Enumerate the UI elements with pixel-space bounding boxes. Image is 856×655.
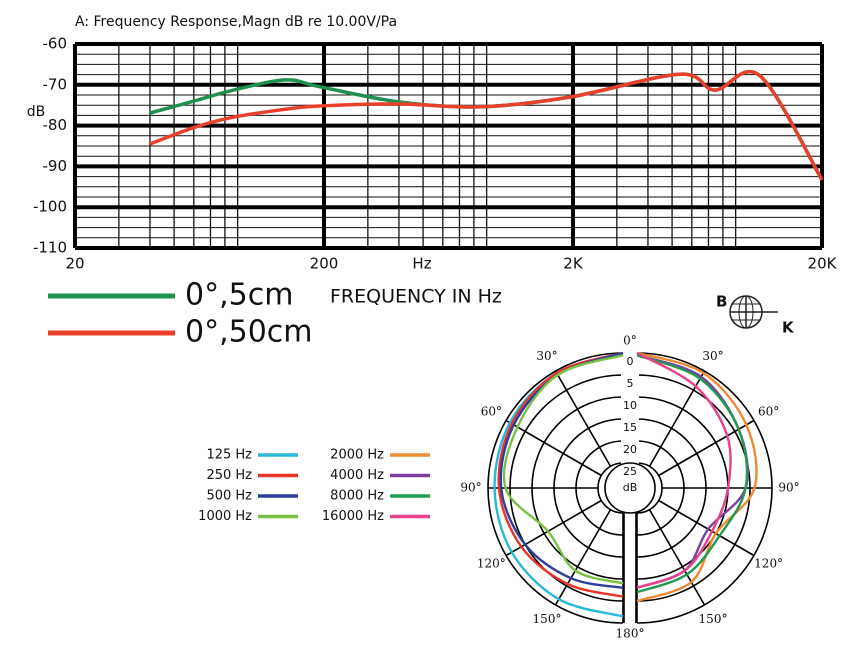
r-tick-label: 25	[623, 465, 637, 478]
r-tick-label: 0	[627, 355, 634, 368]
r-tick-label: 10	[623, 399, 637, 412]
angle-label: 30°	[536, 349, 557, 363]
angle-label: 60°	[758, 405, 779, 419]
y-tick-label: -100	[33, 198, 67, 216]
x-unit: Hz	[412, 255, 431, 273]
angle-label: 150°	[699, 612, 728, 626]
angle-label: 120°	[754, 557, 783, 571]
polar-curve	[502, 354, 624, 585]
legend-label: 1000 Hz	[198, 509, 252, 524]
y-tick-label: -80	[43, 116, 68, 134]
legend-label: 125 Hz	[206, 448, 252, 463]
angle-label: 0°	[623, 334, 637, 348]
logo-letter: K	[782, 319, 795, 337]
series-line	[149, 69, 824, 181]
polar-curve	[636, 351, 758, 603]
angle-label: 120°	[477, 557, 506, 571]
polar-plot: 30°60°90°120°150°30°60°90°120°150°dB0510…	[460, 334, 799, 641]
angle-label: 30°	[702, 349, 723, 363]
x-tick-label: 200	[310, 255, 339, 273]
legend-label: 16000 Hz	[322, 509, 384, 524]
x-tick-label: 2K	[563, 255, 584, 273]
angle-label: 90°	[460, 481, 481, 495]
polar-curve	[636, 351, 732, 589]
grid-spoke	[648, 509, 706, 606]
grid-spoke	[554, 370, 612, 467]
logo: B K	[716, 293, 795, 337]
x-tick-label: 20	[65, 255, 84, 273]
polar-curve	[497, 351, 624, 598]
r-tick-label: 15	[623, 421, 637, 434]
logo-letter: B	[716, 293, 727, 311]
r-axis-label: dB	[623, 481, 638, 494]
y-axis-label: dB	[27, 104, 46, 120]
x-axis-label: FREQUENCY IN Hz	[330, 286, 502, 308]
legend-label: 250 Hz	[206, 468, 252, 483]
angle-label: 90°	[778, 481, 799, 495]
y-tick-label: -60	[43, 35, 68, 53]
plot-area	[73, 42, 824, 250]
y-tick-label: -110	[33, 239, 67, 257]
legend-label: 0°,5cm	[185, 278, 293, 313]
r-tick-label: 20	[623, 443, 637, 456]
chart-title: A: Frequency Response,Magn dB re 10.00V/…	[75, 14, 397, 30]
legend-label: 0°,50cm	[185, 315, 313, 350]
angle-label: 150°	[533, 612, 562, 626]
logo-ellipse	[738, 295, 754, 329]
y-tick-label: -90	[43, 157, 68, 175]
legend-label: 4000 Hz	[330, 468, 384, 483]
grid-spoke	[658, 499, 755, 557]
r-tick-label: 5	[627, 377, 634, 390]
angle-label: 60°	[481, 405, 502, 419]
center-circle	[604, 462, 656, 514]
grid-spoke	[554, 509, 612, 606]
legend-label: 500 Hz	[206, 489, 252, 504]
grid-spoke	[505, 419, 602, 477]
grid-ring	[636, 462, 663, 514]
label-strip	[621, 351, 639, 467]
legend-label: 8000 Hz	[330, 489, 384, 504]
polar-curve	[636, 354, 749, 594]
y-tick-label: -70	[43, 75, 68, 93]
legend-label: 2000 Hz	[330, 448, 384, 463]
x-tick-label: 20K	[808, 255, 838, 273]
grid-ring	[597, 462, 624, 514]
angle-label: 180°	[616, 627, 645, 641]
